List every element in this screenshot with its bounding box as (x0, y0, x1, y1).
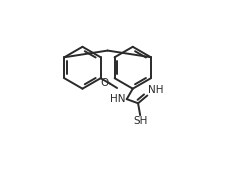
Text: O: O (100, 78, 109, 88)
Text: NH: NH (147, 85, 163, 95)
Text: HN: HN (110, 94, 125, 104)
Text: SH: SH (132, 116, 147, 126)
